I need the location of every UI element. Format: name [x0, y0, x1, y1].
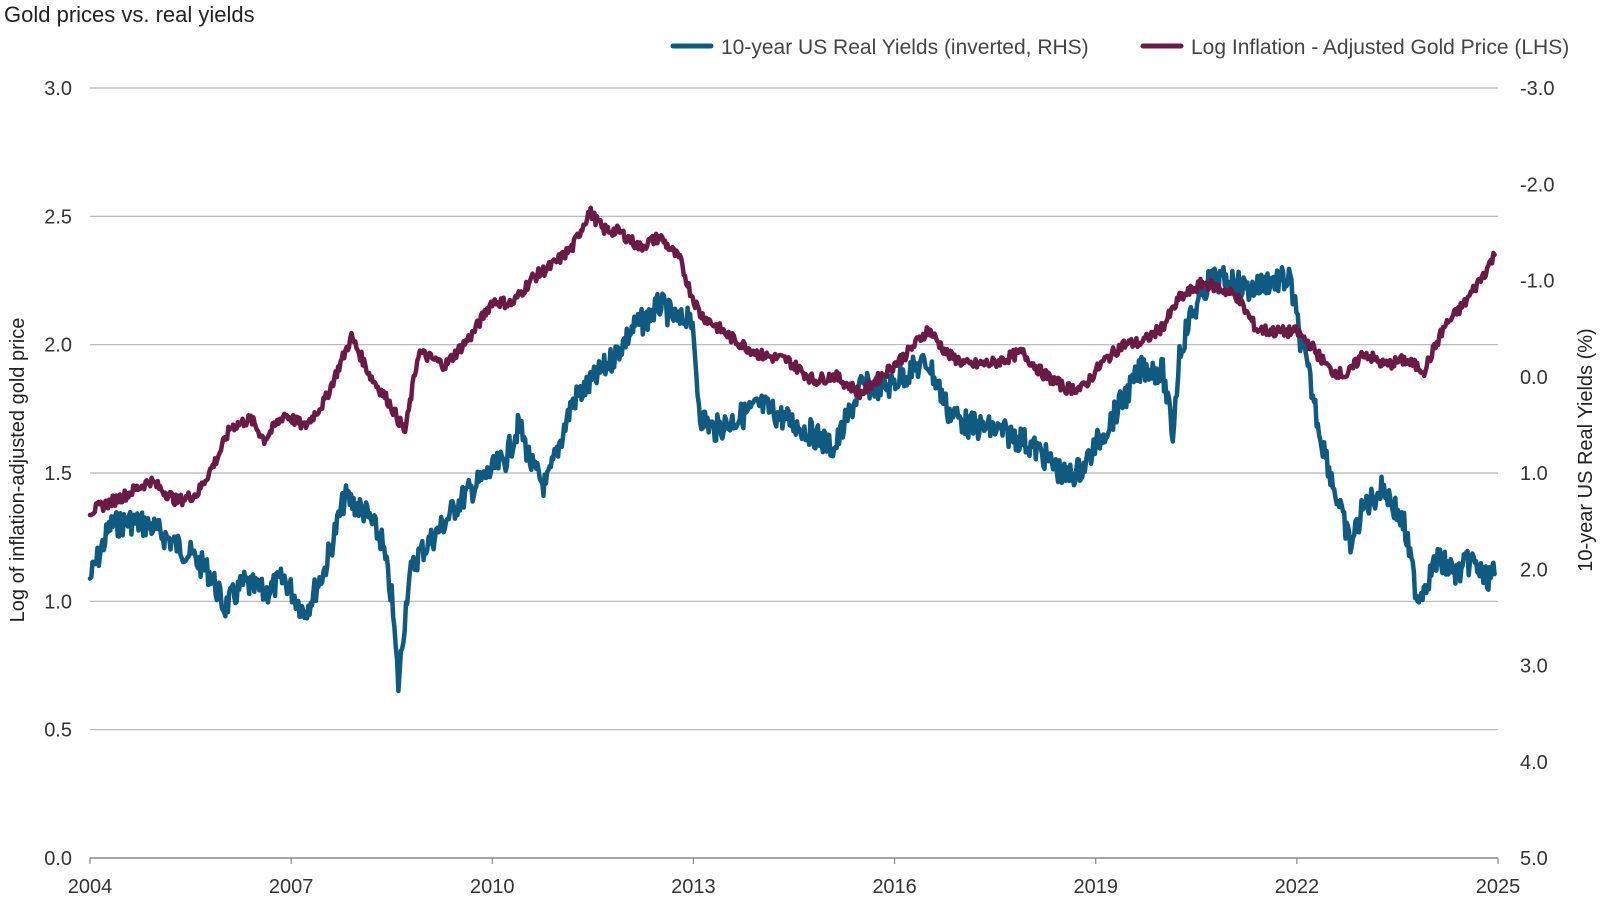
legend: 10-year US Real Yields (inverted, RHS) Lo… — [670, 36, 1569, 59]
y-right-tick-label: 2.0 — [1520, 559, 1548, 581]
x-tick-label: 2013 — [671, 876, 716, 898]
y-left-tick-label: 1.0 — [44, 591, 72, 613]
y-right-tick-label: 5.0 — [1520, 848, 1548, 870]
y-left-tick-label: 1.5 — [44, 463, 72, 485]
x-tick-label: 2016 — [872, 876, 917, 898]
x-tick-label: 2007 — [269, 876, 314, 898]
legend-label: Log Inflation - Adjusted Gold Price (LHS… — [1191, 36, 1569, 59]
x-tick-label: 2022 — [1275, 876, 1320, 898]
y-right-tick-label: 0.0 — [1520, 367, 1548, 389]
y-right-tick-label: -3.0 — [1520, 78, 1554, 100]
y-right-tick-label: 4.0 — [1520, 752, 1548, 774]
x-tick-label: 2025 — [1476, 876, 1521, 898]
gridlines — [90, 87, 1498, 859]
legend-item-gold-price: Log Inflation - Adjusted Gold Price (LHS… — [1140, 36, 1569, 59]
y-left-tick-label: 0.0 — [44, 848, 72, 870]
series-layer — [87, 205, 1497, 694]
y-left-axis: 0.0 0.5 1.0 1.5 2.0 2.5 3.0 — [44, 78, 72, 870]
x-axis: 2004 2007 2010 2013 2016 2019 2022 2025 — [68, 858, 1521, 898]
x-tick-label: 2010 — [470, 876, 515, 898]
y-right-axis: 5.0 4.0 3.0 2.0 1.0 0.0 -1.0 -2.0 -3.0 — [1520, 78, 1554, 870]
x-tick-label: 2004 — [68, 876, 113, 898]
y-left-tick-label: 2.0 — [44, 335, 72, 357]
y-left-tick-label: 3.0 — [44, 78, 72, 100]
y-right-tick-label: -1.0 — [1520, 271, 1554, 293]
y-right-tick-label: 3.0 — [1520, 656, 1548, 678]
y-right-tick-label: -2.0 — [1520, 174, 1554, 196]
y-left-tick-label: 2.5 — [44, 206, 72, 228]
y-left-axis-label: Log of inflation-adjusted gold price — [7, 318, 29, 623]
real-yields-line — [87, 264, 1497, 694]
chart-title: Gold prices vs. real yields — [4, 2, 255, 27]
x-tick-label: 2019 — [1073, 876, 1118, 898]
y-right-tick-label: 1.0 — [1520, 463, 1548, 485]
legend-label: 10-year US Real Yields (inverted, RHS) — [721, 36, 1089, 59]
legend-item-real-yields: 10-year US Real Yields (inverted, RHS) — [670, 36, 1089, 59]
y-left-tick-label: 0.5 — [44, 720, 72, 742]
gold-price-line — [87, 205, 1497, 518]
y-right-axis-label: 10-year US Real Yields (%) — [1575, 328, 1597, 571]
